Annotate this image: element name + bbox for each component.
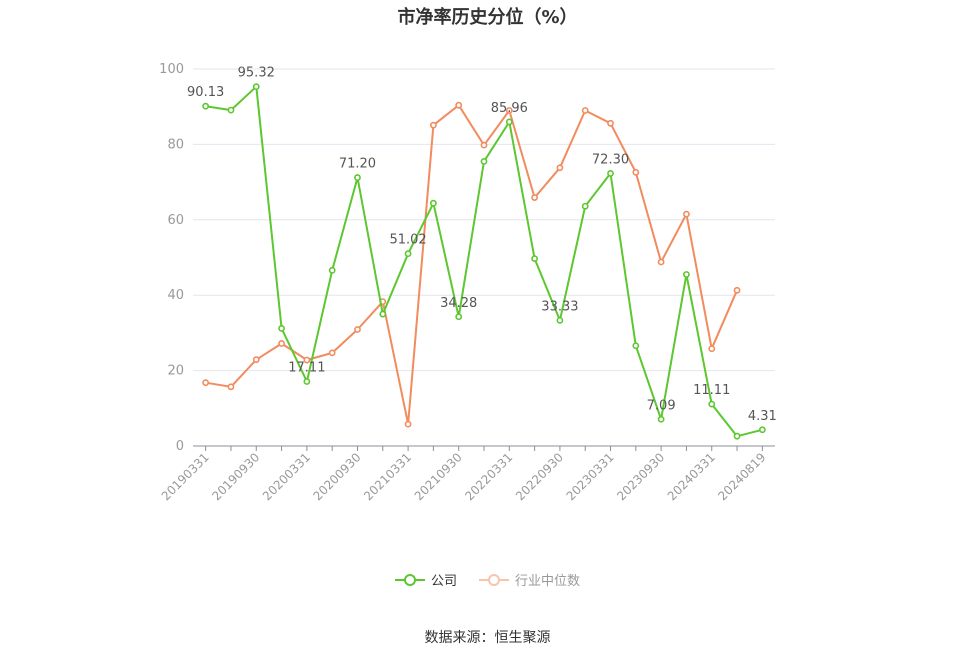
company-point <box>505 118 513 126</box>
x-tick-label: 20200930 <box>311 450 364 503</box>
company-point <box>404 250 412 258</box>
industry-point <box>303 356 311 364</box>
legend-industry-icon <box>479 573 509 586</box>
data-label: 95.32 <box>238 66 275 81</box>
data-source: 数据来源：恒生聚源 <box>424 630 551 646</box>
y-tick-label: 80 <box>167 137 184 152</box>
x-tick-label: 20190930 <box>209 450 262 503</box>
industry-point <box>657 258 665 266</box>
x-tick-label: 20220331 <box>462 450 515 503</box>
industry-point <box>278 340 285 347</box>
company-point <box>556 316 564 324</box>
company-point <box>455 313 463 321</box>
industry-point <box>404 420 412 428</box>
data-label: 85.96 <box>491 101 528 116</box>
company-point <box>379 310 387 318</box>
y-tick-label: 60 <box>167 213 184 228</box>
company-point <box>581 202 589 210</box>
company-point <box>758 426 766 434</box>
company-point <box>354 174 361 181</box>
company-point <box>429 199 437 207</box>
industry-point <box>632 168 640 176</box>
x-tick-label: 20220930 <box>513 450 566 503</box>
legend-company-label: 公司 <box>430 574 457 589</box>
x-tick-label: 20190331 <box>159 450 212 503</box>
industry-point <box>505 107 513 114</box>
company-point <box>303 378 311 385</box>
x-tick-label: 20200331 <box>260 450 313 503</box>
industry-point <box>581 107 589 114</box>
chart-title: 市净率历史分位（%） <box>397 7 578 28</box>
company-point <box>683 271 690 278</box>
y-tick-label: 40 <box>167 288 184 303</box>
company-point <box>733 432 741 440</box>
company-point <box>328 266 336 274</box>
x-tick-label: 20210930 <box>412 450 465 503</box>
company-point <box>227 106 235 114</box>
industry-point <box>607 119 614 127</box>
industry-point <box>328 349 336 357</box>
company-point <box>278 324 285 332</box>
legend-industry-label: 行业中位数 <box>515 574 581 589</box>
industry-point <box>733 286 741 294</box>
company-point <box>202 102 210 110</box>
company-point <box>632 342 640 350</box>
industry-point <box>531 194 539 201</box>
legend-item-company[interactable]: 公司 <box>394 570 457 589</box>
legend-company-icon <box>394 573 425 586</box>
x-tick-label: 20230930 <box>614 450 667 503</box>
y-tick-label: 20 <box>167 364 184 379</box>
company-point <box>657 415 665 423</box>
company-point <box>708 400 716 408</box>
industry-point <box>354 326 361 333</box>
industry-point <box>455 101 463 109</box>
series-line-industry <box>205 104 738 426</box>
x-tick-label: 20240819 <box>715 450 768 503</box>
industry-point <box>252 356 260 364</box>
company-point <box>480 157 488 165</box>
y-tick-label: 0 <box>176 439 184 454</box>
data-label: 7.09 <box>647 398 676 413</box>
x-tick-label: 20240331 <box>665 450 718 503</box>
x-tick-label: 20210331 <box>361 450 414 503</box>
industry-point <box>480 141 488 149</box>
data-label: 90.13 <box>187 85 224 100</box>
data-label: 17.11 <box>288 360 325 375</box>
series-line-company <box>205 85 763 438</box>
data-label: 11.11 <box>693 383 730 398</box>
industry-point <box>429 121 437 129</box>
industry-point <box>683 210 690 218</box>
data-label: 51.02 <box>389 233 426 248</box>
industry-point <box>708 345 716 353</box>
chart-legend: 公司 行业中位数 <box>0 570 975 589</box>
industry-point <box>202 379 210 387</box>
industry-point <box>556 164 564 172</box>
data-label: 33.33 <box>541 299 578 314</box>
industry-point <box>227 383 235 391</box>
company-point <box>531 255 539 263</box>
x-tick-label: 20230331 <box>564 450 617 503</box>
data-label: 71.20 <box>339 157 376 172</box>
data-label: 4.31 <box>748 409 777 424</box>
legend-item-industry[interactable]: 行业中位数 <box>479 570 580 589</box>
data-label: 34.28 <box>440 296 477 311</box>
y-tick-label: 100 <box>159 62 184 77</box>
company-point <box>607 170 614 177</box>
data-label: 72.30 <box>592 152 629 167</box>
company-point <box>252 83 260 91</box>
